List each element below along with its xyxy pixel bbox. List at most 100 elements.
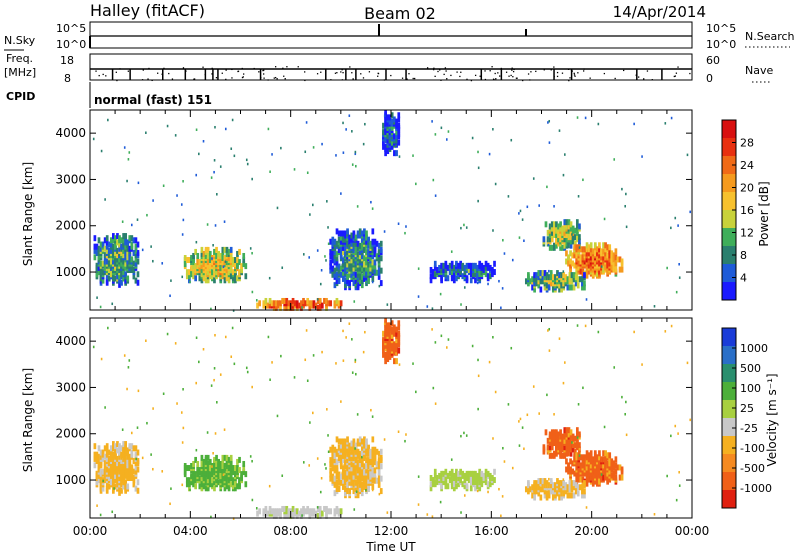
data-cell [484, 479, 488, 486]
nave-dot [193, 78, 195, 80]
nave-dot [437, 70, 439, 73]
data-cell [206, 263, 210, 270]
data-cell [569, 225, 573, 232]
data-cell [363, 473, 366, 480]
data-cell [542, 444, 546, 451]
data-cell [438, 264, 441, 271]
nave-dot [512, 76, 514, 78]
data-cell [333, 267, 337, 274]
data-cell [591, 456, 595, 463]
data-cell [96, 296, 98, 299]
data-cell [211, 259, 214, 266]
data-cell [593, 242, 597, 249]
data-cell [539, 486, 543, 493]
data-cell [312, 508, 316, 515]
data-cell [584, 324, 587, 328]
data-cell [606, 452, 610, 459]
data-cell [488, 152, 491, 156]
nave-dot [583, 68, 585, 70]
data-cell [341, 244, 345, 251]
data-cell [373, 471, 377, 478]
nave-dot [510, 74, 512, 77]
data-cell [477, 150, 479, 154]
data-cell [507, 403, 510, 406]
data-cell [444, 260, 448, 267]
data-cell [231, 118, 234, 122]
data-cell [579, 268, 583, 275]
date-title: 14/Apr/2014 [613, 3, 706, 21]
data-cell [383, 114, 386, 118]
data-cell [93, 451, 97, 458]
data-cell [333, 479, 337, 486]
data-cell [543, 284, 547, 291]
data-cell [589, 454, 593, 461]
data-cell [212, 244, 214, 247]
data-cell [105, 235, 109, 242]
data-cell [608, 256, 612, 263]
data-cell [195, 173, 198, 177]
data-cell [600, 265, 603, 268]
data-cell [488, 264, 492, 271]
data-cell [367, 242, 370, 249]
data-cell [304, 150, 307, 154]
data-cell [397, 339, 401, 346]
data-cell [563, 433, 567, 440]
data-cell [474, 262, 477, 269]
data-cell [476, 275, 479, 282]
data-cell [335, 448, 339, 455]
data-cell [107, 267, 111, 274]
data-cell [569, 466, 572, 473]
nave-dot [262, 69, 264, 72]
data-cell [170, 487, 172, 490]
data-cell [358, 265, 362, 272]
data-cell [625, 400, 627, 404]
data-cell [621, 187, 623, 191]
data-cell [107, 247, 111, 254]
data-cell [474, 470, 477, 477]
data-cell [375, 269, 379, 276]
data-cell [132, 475, 136, 482]
data-cell [356, 205, 359, 208]
data-cell [653, 305, 656, 308]
data-cell [206, 246, 210, 253]
nave-dot [516, 77, 518, 79]
data-cell [616, 256, 620, 263]
data-cell [397, 324, 401, 331]
data-cell [433, 472, 437, 479]
data-cell [116, 252, 119, 259]
data-cell [367, 265, 370, 272]
data-cell [126, 239, 130, 246]
data-cell [93, 254, 97, 261]
data-cell [575, 252, 579, 259]
data-cell [602, 474, 605, 481]
data-cell [128, 443, 132, 450]
data-cell [176, 194, 178, 197]
data-cell [367, 236, 370, 243]
data-cell [565, 219, 569, 226]
data-cell [379, 448, 383, 455]
data-cell [567, 431, 571, 438]
data-cell [233, 362, 236, 366]
data-cell [543, 270, 547, 277]
data-cell [566, 276, 570, 283]
nave-dot [573, 74, 576, 76]
data-cell [546, 444, 550, 451]
data-cell [412, 154, 414, 157]
data-cell [552, 229, 556, 236]
nave-dot [550, 69, 552, 71]
data-cell [363, 261, 366, 268]
data-cell [354, 360, 357, 364]
data-cell [440, 262, 443, 269]
data-cell [335, 486, 339, 493]
data-cell [190, 463, 193, 470]
data-cell [602, 248, 605, 255]
data-cell [352, 265, 356, 272]
data-cell [429, 266, 433, 273]
data-cell [213, 479, 216, 486]
data-cell [544, 429, 548, 436]
data-cell [264, 505, 268, 512]
data-cell [337, 236, 341, 243]
data-cell [232, 309, 235, 312]
data-cell [122, 445, 125, 452]
data-cell [112, 250, 115, 257]
